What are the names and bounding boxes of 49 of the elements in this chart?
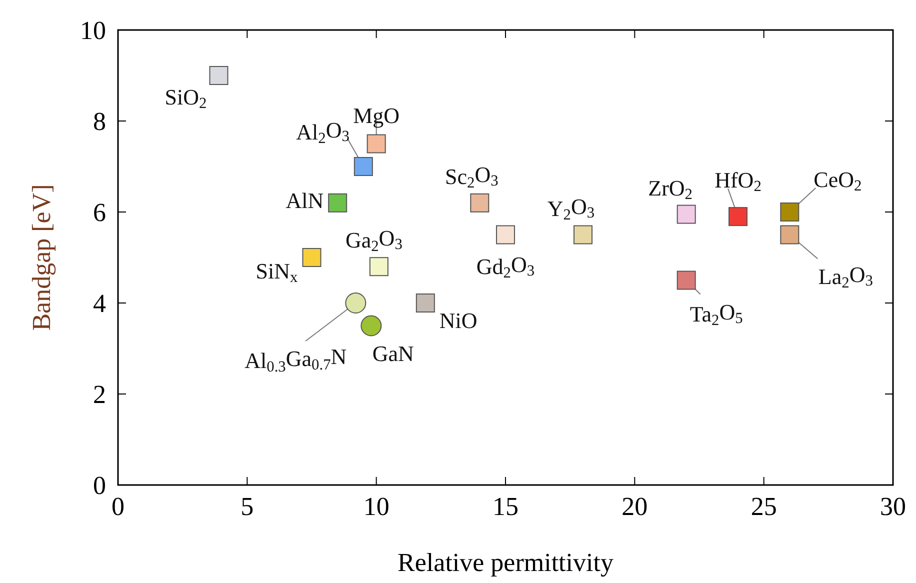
series-label: Ta$_{2}$O$_{5}$: [690, 299, 744, 328]
y-tick-label: 8: [93, 107, 106, 136]
point: [302, 248, 322, 267]
x-tick-label: 0: [112, 492, 124, 521]
point: [209, 66, 228, 85]
series-label: AlN: [286, 188, 324, 213]
series-label: ZrO$_{2}$: [648, 175, 693, 202]
point: [369, 257, 388, 276]
point: [728, 207, 748, 226]
y-tick-label: 4: [93, 289, 106, 318]
point: [366, 134, 386, 154]
series-label: Ga$_{2}$O$_{3}$: [345, 226, 403, 255]
x-tick-label: 15: [492, 492, 518, 521]
y-tick-label: 2: [93, 380, 106, 410]
series-label: MgO: [353, 102, 400, 128]
point: [676, 270, 696, 290]
y-tick-label: 6: [93, 198, 106, 228]
series-label: CeO$_{2}$: [814, 167, 862, 194]
x-tick-label: 10: [363, 492, 390, 521]
x-tick-label: 30: [880, 492, 906, 521]
point: [574, 225, 592, 244]
point: [328, 193, 348, 212]
point: [470, 193, 490, 212]
point: [780, 225, 800, 244]
point: [345, 292, 366, 314]
point: [360, 315, 382, 336]
series-label: Al$_{2}$O$_{3}$: [296, 118, 350, 147]
series-label: SiN$_{x}$: [256, 258, 298, 286]
y-axis-title: Bandgap [eV]: [27, 184, 56, 331]
x-tick-label: 25: [750, 492, 777, 521]
x-axis-title: Relative permittivity: [398, 548, 614, 577]
series-label: Y$_{2}$O$_{3}$: [547, 194, 595, 223]
series-label: Sc$_{2}$O$_{3}$: [445, 162, 499, 192]
series-label: SiO$_{2}$: [164, 84, 207, 112]
point: [416, 294, 435, 312]
series-label: NiO: [439, 308, 478, 334]
series-label: GaN: [372, 340, 414, 366]
series-label: Al$_{0.3}$Ga$_{0.7}$N: [244, 344, 347, 376]
point: [354, 157, 373, 176]
series-label: La$_{2}$O$_{3}$: [818, 262, 874, 291]
series-label: HfO$_{2}$: [714, 168, 762, 195]
point: [496, 225, 515, 244]
y-tick-label: 0: [93, 471, 106, 500]
series-label: Gd$_{2}$O$_{3}$: [476, 252, 535, 281]
point: [780, 202, 800, 222]
point: [676, 204, 696, 224]
x-tick-label: 20: [622, 492, 648, 521]
x-tick-label: 5: [240, 492, 254, 521]
y-tick-label: 10: [80, 16, 106, 46]
